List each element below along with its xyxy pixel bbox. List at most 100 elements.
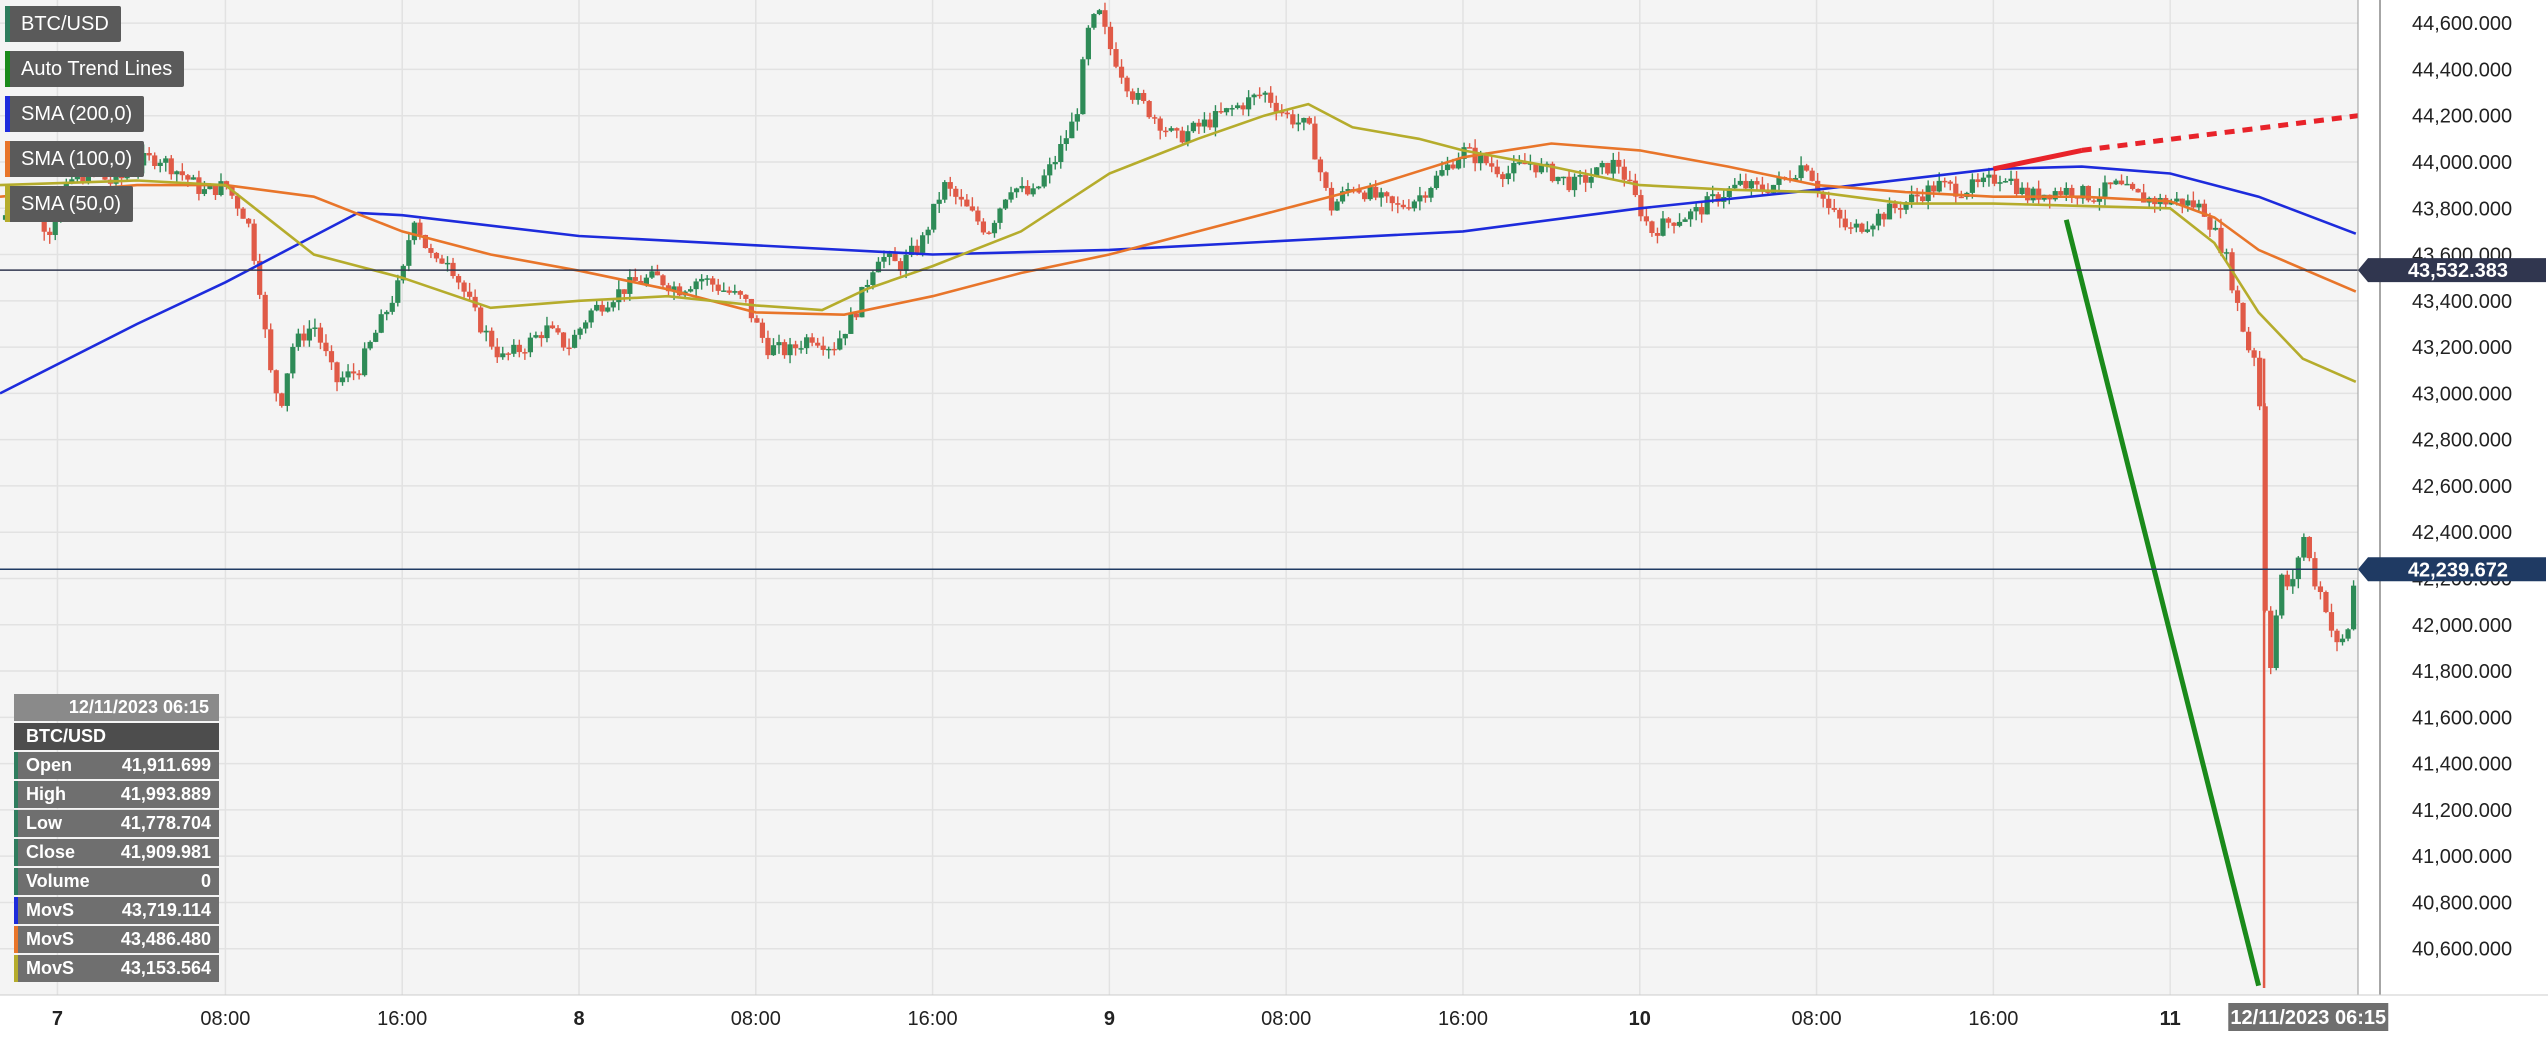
candle-body [1654,233,1661,236]
legend-swatch [5,186,10,222]
candle-body [1113,49,1119,67]
candle-body [1560,176,1567,179]
candle-body [1693,207,1699,212]
candle-body [842,333,848,339]
candle-body [1290,114,1296,125]
candle-body [632,277,638,281]
candle-body [334,362,340,383]
row-label: MovS [26,929,75,949]
y-tick-label: 41,800.000 [2412,661,2512,683]
candle-body [914,245,920,253]
price-badges: 43,532.383 42,239.672 [2358,258,2546,582]
row-label: Open [26,755,73,775]
candle-body [2002,181,2009,183]
candle-body [1870,225,1876,230]
y-tick-label: 44,000.000 [2412,152,2512,174]
candle-body [317,327,324,343]
candle-body [439,258,445,264]
y-tick-label: 40,800.000 [2412,892,2512,914]
candle-body [610,302,616,308]
candle-body [2223,252,2230,254]
candle-body [1229,108,1235,110]
x-tick-label: 08:00 [731,1008,781,1030]
y-tick-label: 44,600.000 [2412,13,2512,35]
candle-body [688,289,694,292]
candle-body [897,261,904,271]
candle-body [2268,610,2274,669]
candle-body [859,286,865,318]
candle-body [1820,192,1826,199]
candle-body [1732,184,1738,189]
candle-body [1605,163,1611,174]
x-tick-label: 16:00 [1438,1008,1488,1030]
candle-body [903,254,909,271]
row-swatch [14,868,18,895]
candle-body [1478,154,1484,164]
auto-trend-lines [1992,113,2359,987]
legend-swatch [5,96,10,132]
candle-body [1599,163,1605,168]
candle-body [953,188,959,197]
candle-body [279,393,285,406]
candle-body [1146,101,1152,118]
row-swatch [14,810,18,837]
candle-body [1301,117,1307,123]
candle-body [411,222,417,241]
candle-body [770,345,777,356]
x-tick-label: 08:00 [200,1008,250,1030]
candle-body [2063,187,2069,195]
candle-body [312,327,318,330]
candle-body [1759,184,1766,192]
candle-body [373,332,379,342]
candle-body [1920,196,1926,202]
candle-body [942,182,948,200]
candle-body [2257,357,2263,407]
candle-body [1085,27,1091,60]
candle-body [1433,175,1440,189]
row-value: 41,911.699 [121,755,211,775]
candle-body [1036,186,1042,189]
candle-body [1080,59,1086,115]
candle-body [2317,586,2324,593]
row-swatch [14,752,18,779]
legend-item-sma-50[interactable]: SMA (50,0) [5,186,134,222]
legend-item-btcusd[interactable]: BTC/USD [5,6,121,42]
price-badge [2358,557,2546,582]
candle-body [544,325,550,339]
candle-body [627,277,633,294]
candle-body [273,370,279,394]
row-swatch [14,839,18,866]
candle-body [621,289,627,294]
candle-body [246,218,252,224]
candle-body [2273,615,2279,669]
candle-body [936,199,942,204]
candle-body [577,328,583,335]
candle-body [1339,191,1346,202]
candle-body [257,260,263,295]
legend-item-auto-trend-lines[interactable]: Auto Trend Lines [5,51,185,87]
candle-body [1676,221,1683,226]
candle-body [1710,194,1716,197]
candle-body [792,344,799,349]
candle-body [1643,216,1650,222]
legend-swatch [5,6,10,42]
row-label: High [26,784,66,804]
candle-body [157,162,163,166]
y-axis: 44,600.000 44,400.000 44,200.000 44,000.000… [2412,13,2512,961]
candle-body [2124,183,2130,186]
candle-body [925,229,931,236]
candle-body [588,310,594,323]
candle-body [1881,213,1887,220]
info-row-low: Low 41,778.704 [14,810,219,837]
candle-body [1875,213,1882,226]
legend-label: SMA (100,0) [21,148,133,170]
x-crosshair-badge [2228,1003,2389,1031]
legend-item-sma-200[interactable]: SMA (200,0) [5,96,145,132]
candle-body [1052,162,1058,165]
candle-body [2295,557,2301,580]
candle-body [47,231,53,235]
candle-body [2091,200,2097,202]
candle-body [980,221,987,233]
legend-item-sma-100[interactable]: SMA (100,0) [5,141,145,177]
